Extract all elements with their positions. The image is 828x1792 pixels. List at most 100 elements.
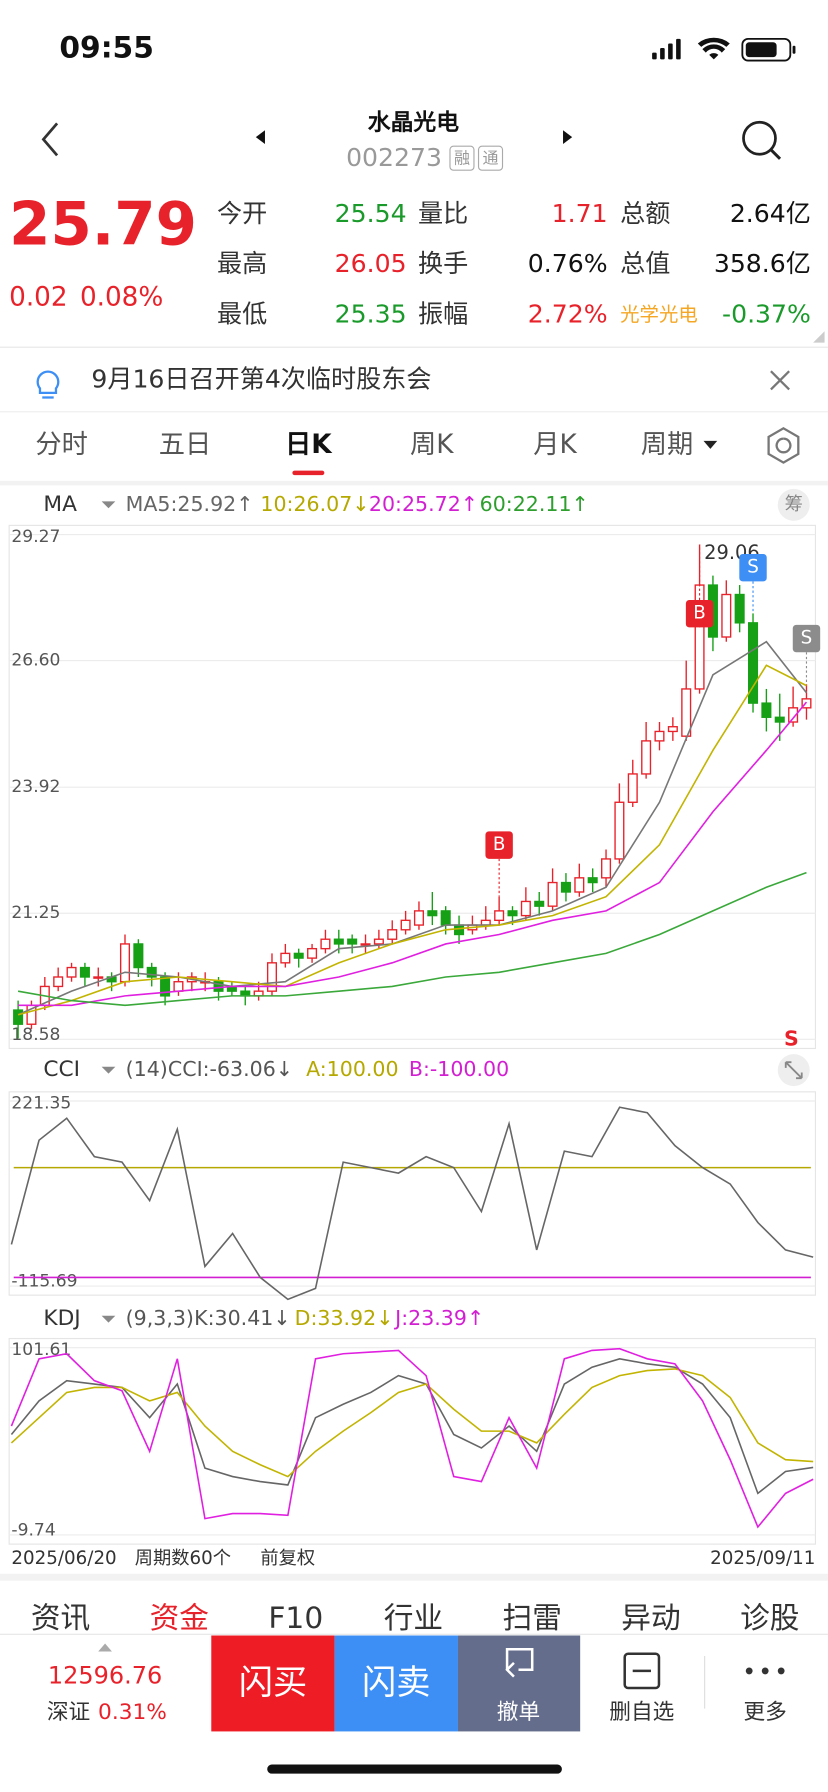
stat-value: -0.37% [722,299,811,328]
bottom-tab[interactable]: F10 [268,1601,323,1636]
home-indicator [267,1764,562,1774]
pane-border [8,1091,817,1296]
corner-mark [813,331,825,343]
settings-button[interactable] [767,427,800,464]
candle-body [320,938,331,950]
legend-item: D:33.92↓ [295,1306,394,1330]
candle-body [347,938,358,945]
period-count: 周期数60个 [135,1548,231,1569]
candle-body [734,593,745,624]
expand-button[interactable] [777,1054,810,1087]
price: 25.79 [9,191,197,260]
search-button[interactable] [742,120,782,160]
candle-body [788,707,799,723]
dropdown-icons [101,501,116,1323]
candle-body [641,740,652,775]
legend-item: J:23.39↑ [393,1306,484,1330]
bottom-tab[interactable]: 扫雷 [503,1601,562,1636]
notice-text: 9月16日召开第4次临时股东会 [91,364,431,393]
signal-badge [792,624,821,653]
kdj-line [10,1357,814,1495]
divider [0,480,828,486]
sell-button[interactable] [334,1635,458,1732]
more-icon[interactable] [745,1667,785,1675]
candle-body [293,952,304,959]
candle-body [13,1009,24,1025]
legend-item: 20:25.72↑ [369,492,478,516]
sell-label: 闪卖 [362,1663,431,1703]
divider [0,411,828,413]
legend-name: MA [43,492,77,517]
date-end: 2025/09/11 [710,1548,815,1569]
bottom-tab[interactable]: 诊股 [740,1601,799,1636]
notice-close[interactable] [770,370,790,391]
y-tick-label: -115.69 [11,1271,77,1291]
tab[interactable]: 周期 [641,430,693,460]
signal-label: B [693,603,706,624]
candle-body [560,881,571,893]
legend-item: CCI:-63.06↓ [168,1057,293,1081]
status-icons [652,37,796,62]
stat-value: 2.64亿 [730,199,811,228]
candle-body [520,900,531,917]
candle-body [454,924,465,936]
stat-value: 2.72% [528,299,608,328]
remove-icon[interactable] [623,1652,661,1690]
next-stock[interactable] [563,130,573,144]
signal-label: S [747,557,759,578]
stock-code: 002273 [346,143,442,172]
ma-line [18,701,808,1007]
candle-body [53,976,64,988]
candle-body [79,966,90,978]
candle-body [761,702,772,718]
bottom-tab[interactable]: 行业 [384,1601,443,1636]
tab[interactable]: 分时 [35,430,88,460]
bottom-tab[interactable]: 资讯 [31,1601,90,1636]
candle-body [119,943,131,983]
y-tick-label: 18.58 [11,1025,60,1045]
candle-body [774,716,785,723]
bottom-tab[interactable]: 异动 [621,1601,680,1636]
candle-body [373,938,384,945]
index-toggle[interactable] [98,1643,112,1652]
tab-underline [292,470,325,476]
status-time: 09:55 [59,31,154,66]
buy-label: 闪买 [239,1663,308,1703]
legend-name: CCI [43,1057,80,1082]
ma-line [17,871,807,1007]
candle-body [534,900,545,907]
candle-body [160,976,171,997]
tab[interactable]: 五日 [159,430,212,460]
kdj-line [10,1347,814,1529]
candle-body [146,966,157,978]
badge [477,145,504,171]
candle-body [400,919,411,931]
candle-body [747,622,759,704]
stock-name: 水晶光电 [368,110,459,136]
period-dropdown[interactable] [703,440,718,449]
y-tick-label: 29.27 [11,527,60,547]
remove-label: 删自选 [609,1700,674,1725]
divider [0,1573,828,1581]
badge-label: 通 [483,148,499,167]
tab[interactable]: 周K [410,430,454,460]
stat-label: 今开 [217,199,267,228]
back-button[interactable] [41,122,59,157]
bottom-tab[interactable]: 资金 [150,1601,209,1636]
buy-button[interactable] [211,1635,335,1732]
y-tick-label: 23.92 [11,777,60,797]
cancel-button[interactable] [457,1635,581,1732]
chip-button[interactable] [777,488,810,521]
tab[interactable]: 日K [285,430,333,460]
candle-body [173,981,184,992]
candle-body [721,593,732,638]
candle-body [574,877,585,893]
tab[interactable]: 月K [533,430,577,460]
prev-stock[interactable] [255,130,265,144]
candle-body [280,952,291,964]
stat-value: 0.76% [528,249,608,278]
y-tick-label: 26.60 [11,651,60,671]
signal-badge [485,831,513,859]
